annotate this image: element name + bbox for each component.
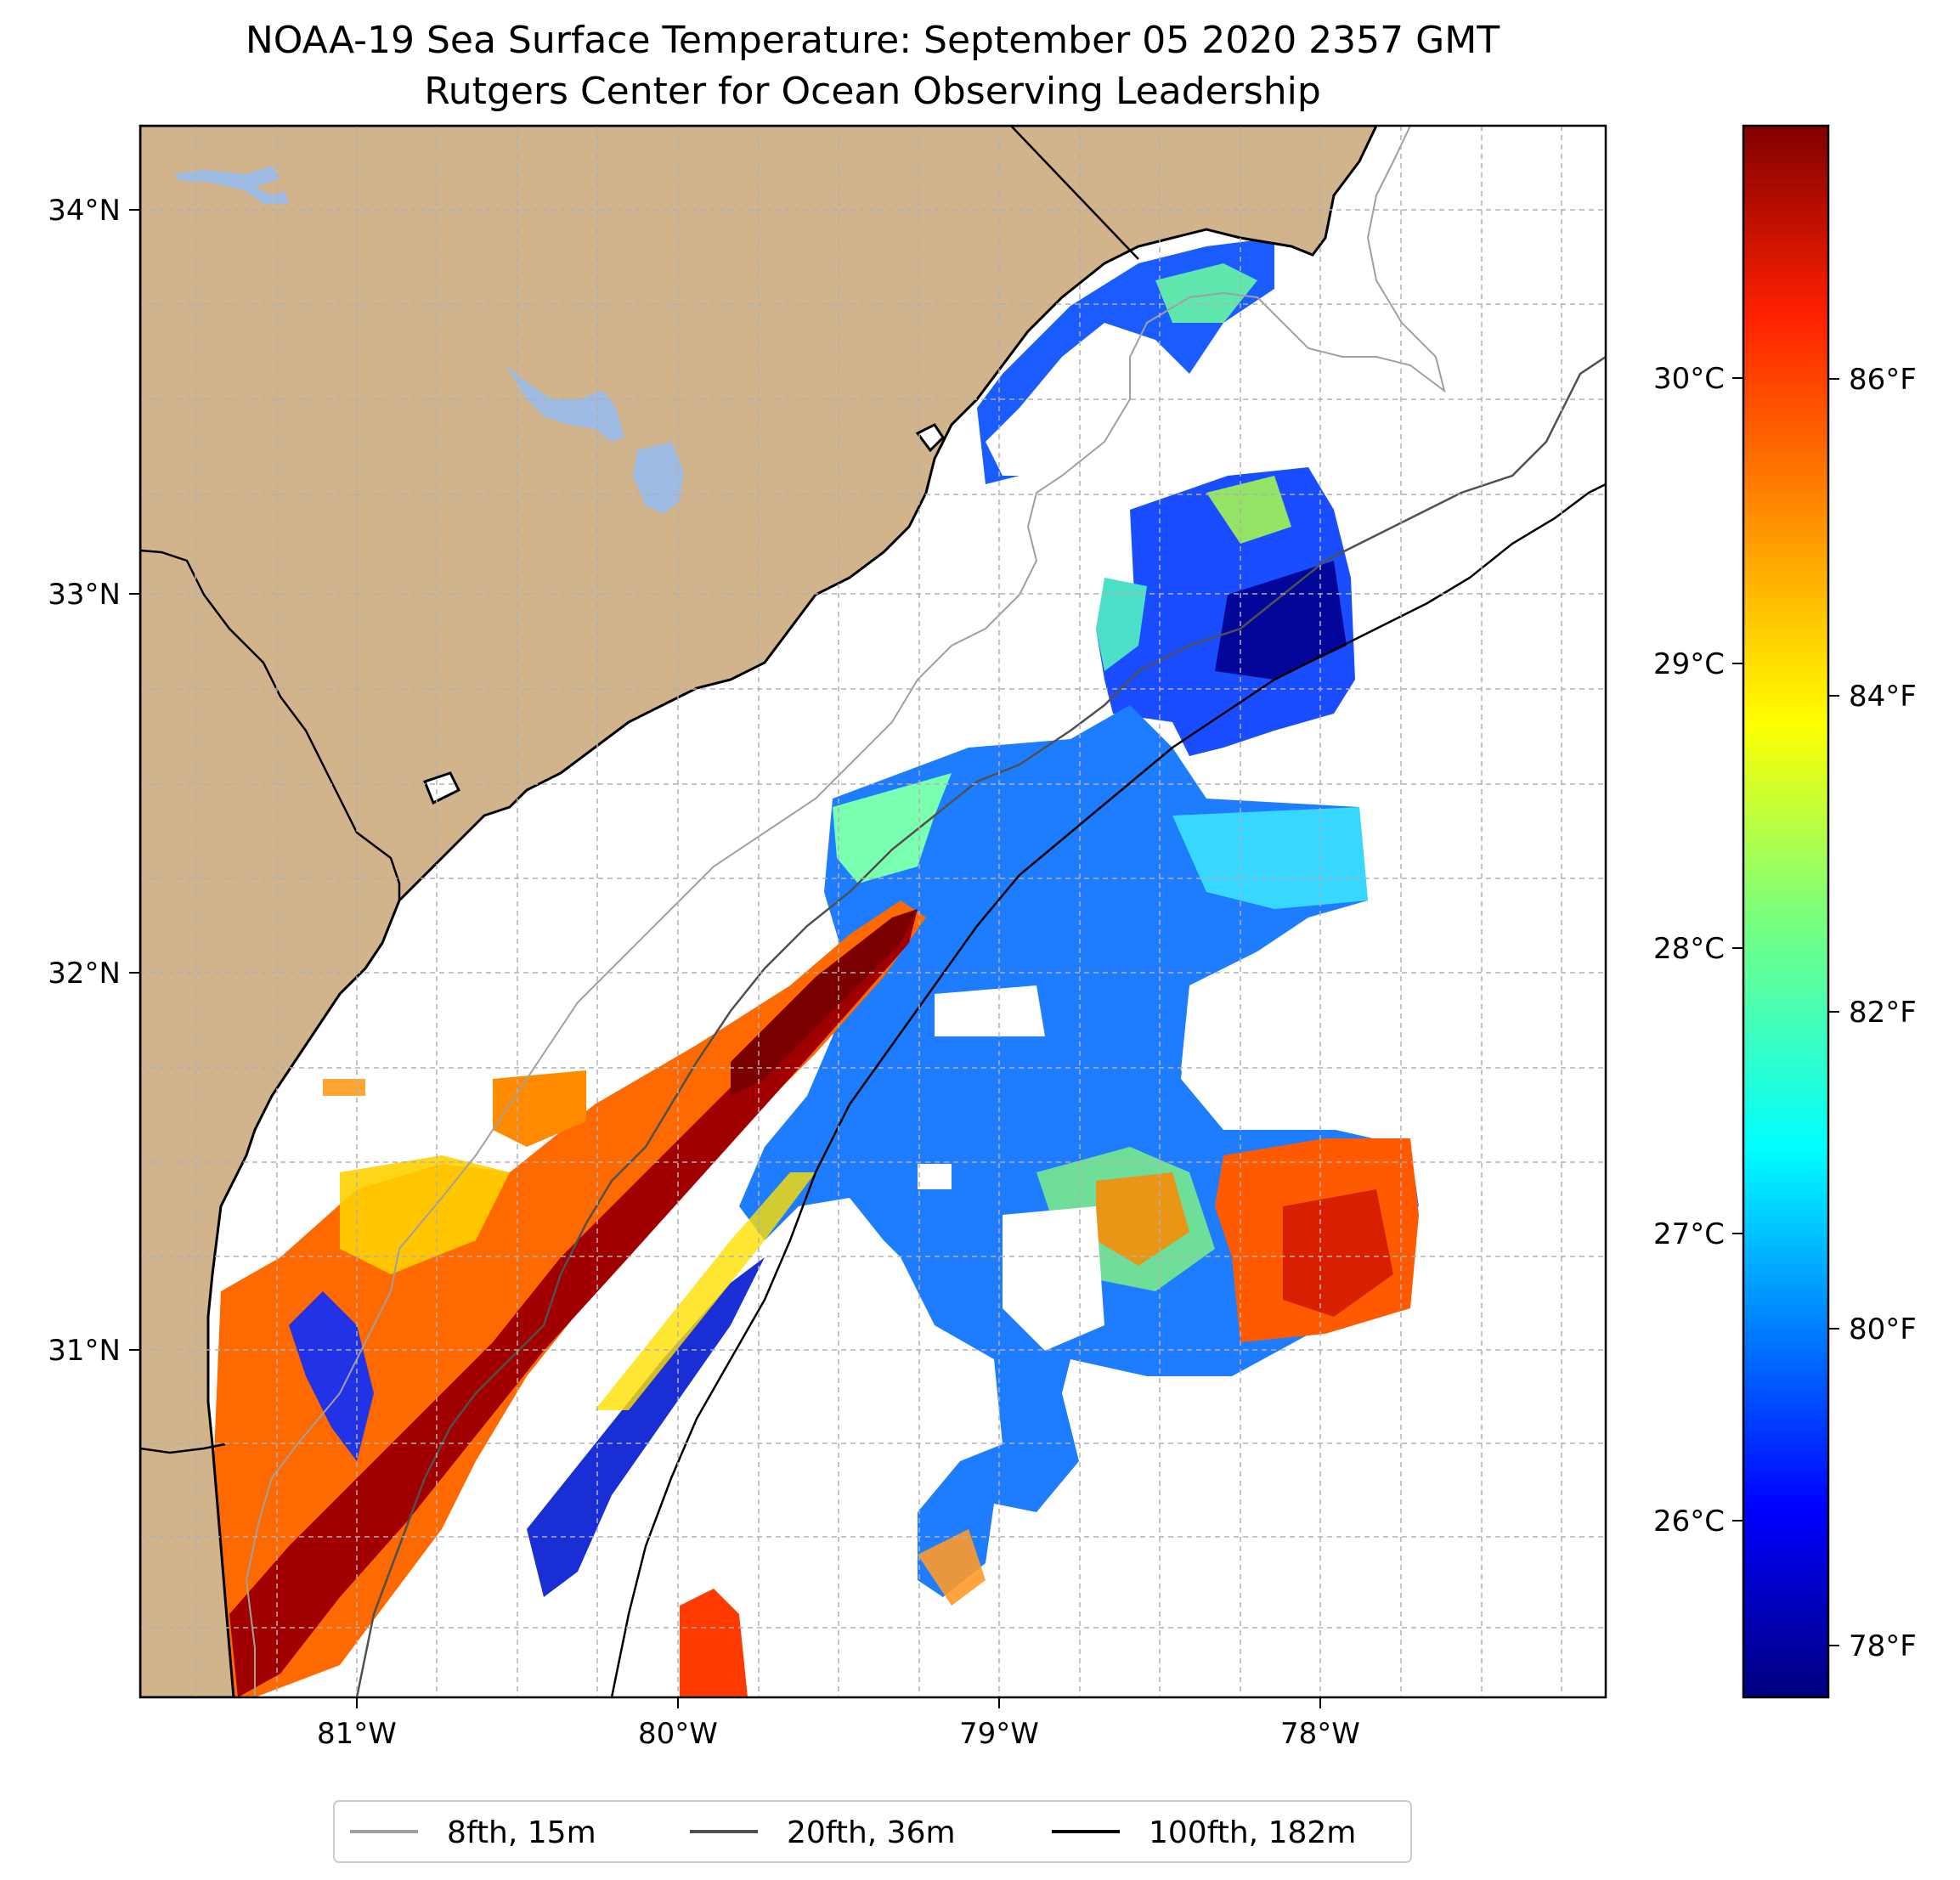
chart-title-line1: NOAA-19 Sea Surface Temperature: Septemb… [246,19,1500,62]
colorbar-celsius-label-30: 30°C [1653,362,1725,396]
lat-tick-label-34: 34°N [48,194,121,228]
coastal-island-2 [423,771,461,805]
sst-region-gulf-stream-blue-offshore [527,1257,765,1597]
sst-region-south-mid-patch [918,1529,986,1606]
sst-field [212,238,1419,1697]
longitude-axis: 81°W 80°W 79°W 78°W [317,1697,1360,1751]
colorbar-fahrenheit-ticks: 86°F 84°F 82°F 80°F 78°F [1828,363,1917,1663]
water-body-north [174,166,289,204]
latitude-axis: 34°N 33°N 32°N 31°N [48,194,140,1368]
colorbar-fahrenheit-label-78: 78°F [1849,1629,1917,1663]
isobath-20fth [355,355,1606,1697]
colorbar-gradient [1742,124,1830,1699]
land-mainland [140,126,1378,1697]
lat-tick-label-33: 33°N [48,578,121,612]
legend-label-8fth: 8fth, 15m [447,1815,596,1850]
sst-region-shelf-cyan-east [1172,807,1368,909]
colorbar-celsius-label-29: 29°C [1653,647,1725,681]
sst-region-inshore-warm-band [340,1155,510,1274]
lon-tick-label-79: 79°W [959,1717,1039,1751]
colorbar-fahrenheit-label-86: 86°F [1849,363,1917,397]
colorbar-fahrenheit-label-80: 80°F [1849,1313,1917,1346]
sst-region-inshore-warm-band-2 [493,1070,586,1147]
colorbar-celsius-label-28: 28°C [1653,932,1725,966]
nodata-gap-4 [918,1164,952,1189]
sst-region-offshore-warm-west [1096,1172,1189,1266]
sst-region-southern-patch [680,1589,748,1697]
sst-region-gulf-stream-core [229,909,918,1697]
map-panel [140,126,1606,1697]
colorbar: 30°C 29°C 28°C 27°C 26°C 86°F 84°F 82°F … [1653,124,1917,1699]
legend-box [333,1800,1412,1863]
state-border-fl-ga [140,1442,226,1454]
colorbar-fahrenheit-label-84: 84°F [1849,680,1917,714]
sst-region-offshore-warm-core [1283,1189,1393,1317]
colorbar-fahrenheit-label-82: 82°F [1849,996,1917,1030]
colorbar-celsius-label-26: 26°C [1653,1505,1725,1538]
legend-label-20fth: 20fth, 36m [787,1815,956,1850]
state-border-nc-sc [1010,126,1139,260]
sst-region-offshore-yellow-filament [595,1172,816,1410]
isobath-legend: 8fth, 15m 20fth, 36m 100fth, 182m [333,1800,1412,1863]
sst-region-coastal-edge [323,1079,365,1096]
chart-title-line2: Rutgers Center for Ocean Observing Leade… [424,70,1321,113]
sst-region-mid-shelf-patch [1206,476,1291,544]
legend-label-100fth: 100fth, 182m [1149,1815,1356,1850]
sst-region-offshore-cool-pool [1215,561,1347,680]
water-body-lake-marion [506,365,624,442]
sst-region-gulf-stream-core-inner [731,909,918,1096]
lat-tick-label-32: 32°N [48,957,121,991]
coastal-island-1 [915,423,945,453]
lon-tick-label-78: 78°W [1280,1717,1360,1751]
nodata-gap-3 [1003,1206,1104,1351]
state-border-ga-sc [140,549,401,900]
lon-tick-label-81: 81°W [317,1717,397,1751]
lon-tick-label-80: 80°W [638,1717,718,1751]
nodata-gap-2 [1181,985,1376,1130]
isobath-8fth [245,126,1446,1697]
map-gridlines [140,126,1606,1697]
sst-region-north-inshore-green [1155,263,1257,323]
lat-tick-label-31: 31°N [48,1334,121,1368]
water-body-lake-moultrie [633,442,684,514]
sst-region-shelf-greenish [833,773,952,884]
map-frame [138,124,1607,1699]
nodata-gap-1 [935,985,1045,1036]
colorbar-celsius-label-27: 27°C [1653,1217,1725,1251]
isobath-100fth [610,483,1606,1697]
sst-region-shelf-moderate [1096,578,1147,671]
colorbar-celsius-ticks: 30°C 29°C 28°C 27°C 26°C [1653,362,1743,1538]
sst-region-gulf-stream-blue-inshore [289,1291,374,1461]
